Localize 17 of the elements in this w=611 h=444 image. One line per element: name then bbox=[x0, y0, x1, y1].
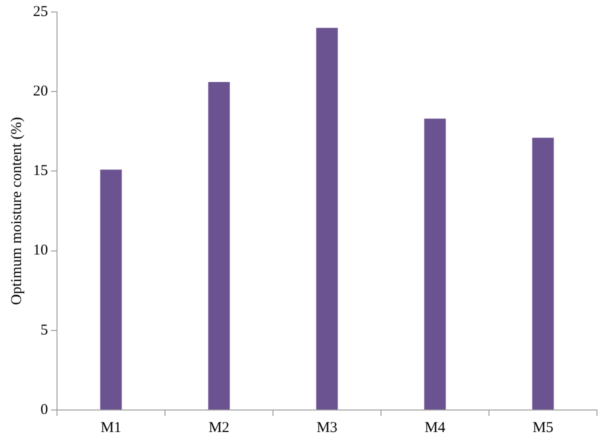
bar bbox=[532, 138, 554, 410]
y-tick-label: 20 bbox=[33, 84, 48, 100]
y-tick-label: 0 bbox=[40, 402, 48, 418]
x-tick-label: M4 bbox=[424, 420, 446, 436]
x-tick-label: M2 bbox=[208, 420, 230, 436]
y-tick-label: 25 bbox=[33, 4, 48, 20]
bar bbox=[208, 82, 230, 410]
y-tick-label: 15 bbox=[33, 163, 48, 180]
y-tick-label: 10 bbox=[33, 242, 48, 259]
y-tick-label: 5 bbox=[40, 322, 48, 338]
x-tick-label: M5 bbox=[532, 420, 554, 436]
x-tick-label: M3 bbox=[316, 420, 338, 436]
x-tick-label: M1 bbox=[100, 420, 122, 436]
bar bbox=[316, 28, 338, 410]
y-axis-title: Optimum moisture content (%) bbox=[8, 117, 25, 305]
bar bbox=[424, 118, 446, 410]
bar bbox=[100, 170, 122, 410]
